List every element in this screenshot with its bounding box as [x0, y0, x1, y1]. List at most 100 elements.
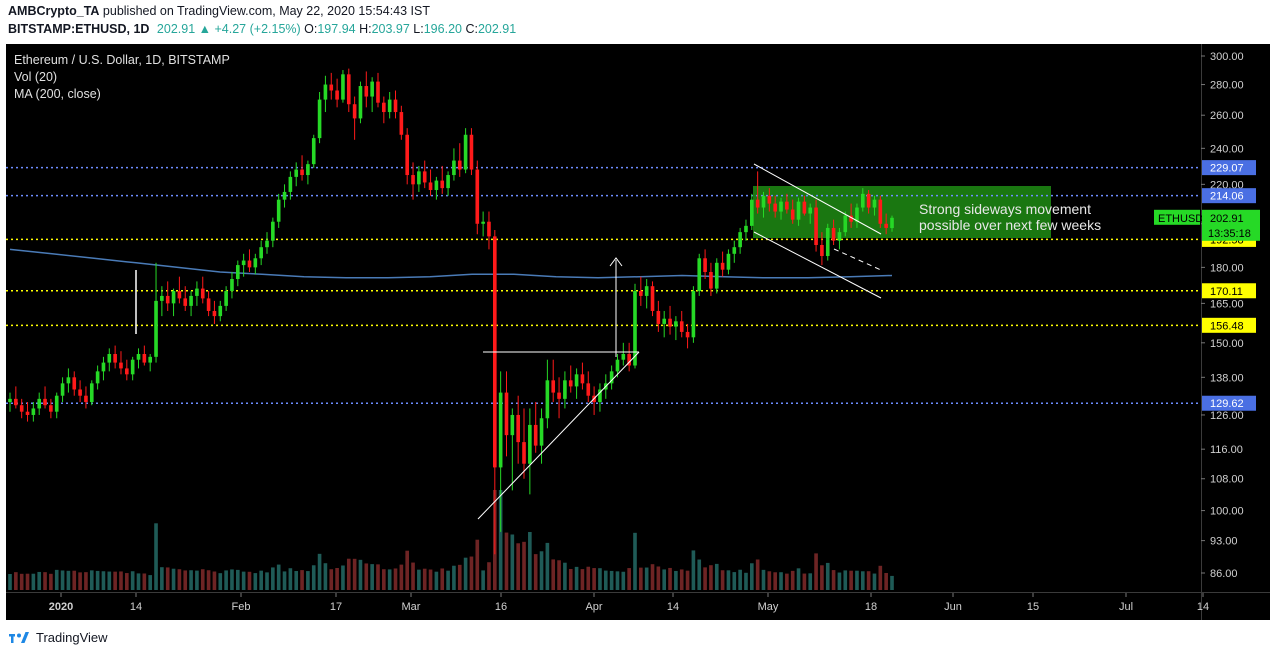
candle-body[interactable]: [726, 253, 731, 270]
candle-body[interactable]: [633, 291, 637, 366]
candle-body[interactable]: [586, 383, 591, 396]
candle-body[interactable]: [224, 291, 228, 306]
candle-body[interactable]: [434, 180, 439, 191]
candle-body[interactable]: [387, 99, 392, 113]
candle-body[interactable]: [808, 207, 813, 214]
candle-body[interactable]: [422, 171, 427, 183]
candle-body[interactable]: [469, 134, 474, 170]
candle-body[interactable]: [574, 374, 579, 387]
candle-body[interactable]: [831, 227, 836, 241]
candle-body[interactable]: [428, 182, 433, 191]
candle-body[interactable]: [370, 81, 374, 97]
candle-body[interactable]: [89, 383, 94, 403]
candle-body[interactable]: [78, 389, 82, 396]
candle-body[interactable]: [19, 405, 24, 412]
candle-body[interactable]: [580, 374, 585, 384]
candle-body[interactable]: [95, 371, 100, 384]
candle-body[interactable]: [54, 395, 59, 412]
candle-body[interactable]: [761, 195, 766, 208]
candle-body[interactable]: [31, 408, 36, 415]
candle-body[interactable]: [352, 104, 357, 119]
candle-body[interactable]: [259, 247, 263, 259]
candle-body[interactable]: [393, 99, 398, 113]
candle-body[interactable]: [323, 84, 328, 100]
price-chart[interactable]: Strong sideways movement possible over n…: [6, 44, 1270, 620]
candle-body[interactable]: [890, 217, 894, 229]
candle-body[interactable]: [253, 258, 258, 268]
candle-body[interactable]: [697, 258, 702, 292]
candle-body[interactable]: [872, 199, 877, 208]
candle-body[interactable]: [265, 240, 269, 248]
candle-body[interactable]: [457, 160, 462, 170]
candle-body[interactable]: [767, 195, 772, 204]
candle-body[interactable]: [656, 310, 661, 324]
candle-body[interactable]: [200, 288, 205, 299]
candle-body[interactable]: [276, 199, 281, 222]
candle-body[interactable]: [504, 392, 509, 436]
candle-body[interactable]: [855, 207, 859, 222]
candle-body[interactable]: [814, 207, 818, 246]
candle-body[interactable]: [154, 300, 158, 357]
candle-body[interactable]: [773, 203, 777, 212]
candle-body[interactable]: [142, 353, 147, 363]
tradingview-logo[interactable]: TradingView: [8, 629, 108, 645]
candle-body[interactable]: [212, 310, 217, 317]
candle-body[interactable]: [130, 359, 135, 375]
candle-body[interactable]: [744, 225, 748, 233]
candle-body[interactable]: [195, 288, 199, 296]
candle-body[interactable]: [720, 262, 725, 270]
candle-body[interactable]: [878, 199, 883, 224]
candle-body[interactable]: [84, 395, 88, 403]
candle-body[interactable]: [679, 321, 684, 332]
candle-body[interactable]: [101, 362, 106, 372]
candle-body[interactable]: [341, 74, 345, 100]
candle-body[interactable]: [329, 84, 334, 91]
candle-body[interactable]: [849, 215, 853, 222]
candle-body[interactable]: [820, 245, 824, 257]
candle-body[interactable]: [481, 221, 485, 224]
publisher-name[interactable]: AMBCrypto_TA: [8, 4, 100, 18]
candle-body[interactable]: [165, 295, 170, 304]
candle-body[interactable]: [475, 169, 480, 224]
candle-body[interactable]: [160, 295, 164, 301]
candle-body[interactable]: [271, 221, 275, 241]
candle-body[interactable]: [43, 398, 47, 406]
candle-body[interactable]: [440, 180, 445, 189]
candle-body[interactable]: [785, 201, 789, 210]
candle-body[interactable]: [148, 356, 152, 363]
candle-body[interactable]: [790, 209, 795, 220]
candle-body[interactable]: [738, 232, 742, 248]
candle-body[interactable]: [557, 392, 561, 399]
candle-body[interactable]: [650, 286, 655, 311]
candle-body[interactable]: [405, 134, 410, 176]
candle-body[interactable]: [463, 134, 468, 170]
candle-body[interactable]: [860, 193, 865, 208]
candle-body[interactable]: [335, 90, 339, 100]
candle-body[interactable]: [750, 199, 754, 226]
candle-body[interactable]: [609, 371, 614, 384]
candle-body[interactable]: [417, 171, 421, 185]
candle-body[interactable]: [282, 191, 287, 200]
candle-body[interactable]: [125, 368, 129, 375]
candle-body[interactable]: [498, 392, 503, 468]
candle-body[interactable]: [522, 442, 526, 464]
candle-body[interactable]: [177, 291, 182, 299]
candle-body[interactable]: [446, 175, 450, 189]
candle-body[interactable]: [311, 138, 316, 165]
chart-pane[interactable]: Strong sideways movement possible over n…: [6, 44, 1270, 620]
candle-body[interactable]: [288, 176, 293, 192]
candle-body[interactable]: [25, 411, 30, 415]
candle-body[interactable]: [107, 353, 112, 363]
candle-body[interactable]: [755, 199, 760, 208]
candle-body[interactable]: [49, 405, 53, 412]
candle-body[interactable]: [551, 380, 556, 393]
candle-body[interactable]: [358, 86, 363, 119]
candle-body[interactable]: [136, 353, 141, 360]
candle-body[interactable]: [364, 86, 369, 97]
candle-body[interactable]: [230, 279, 234, 292]
candle-body[interactable]: [843, 215, 848, 233]
candle-body[interactable]: [487, 221, 491, 237]
candle-body[interactable]: [709, 271, 713, 289]
candle-body[interactable]: [568, 380, 573, 387]
candle-body[interactable]: [60, 383, 65, 396]
